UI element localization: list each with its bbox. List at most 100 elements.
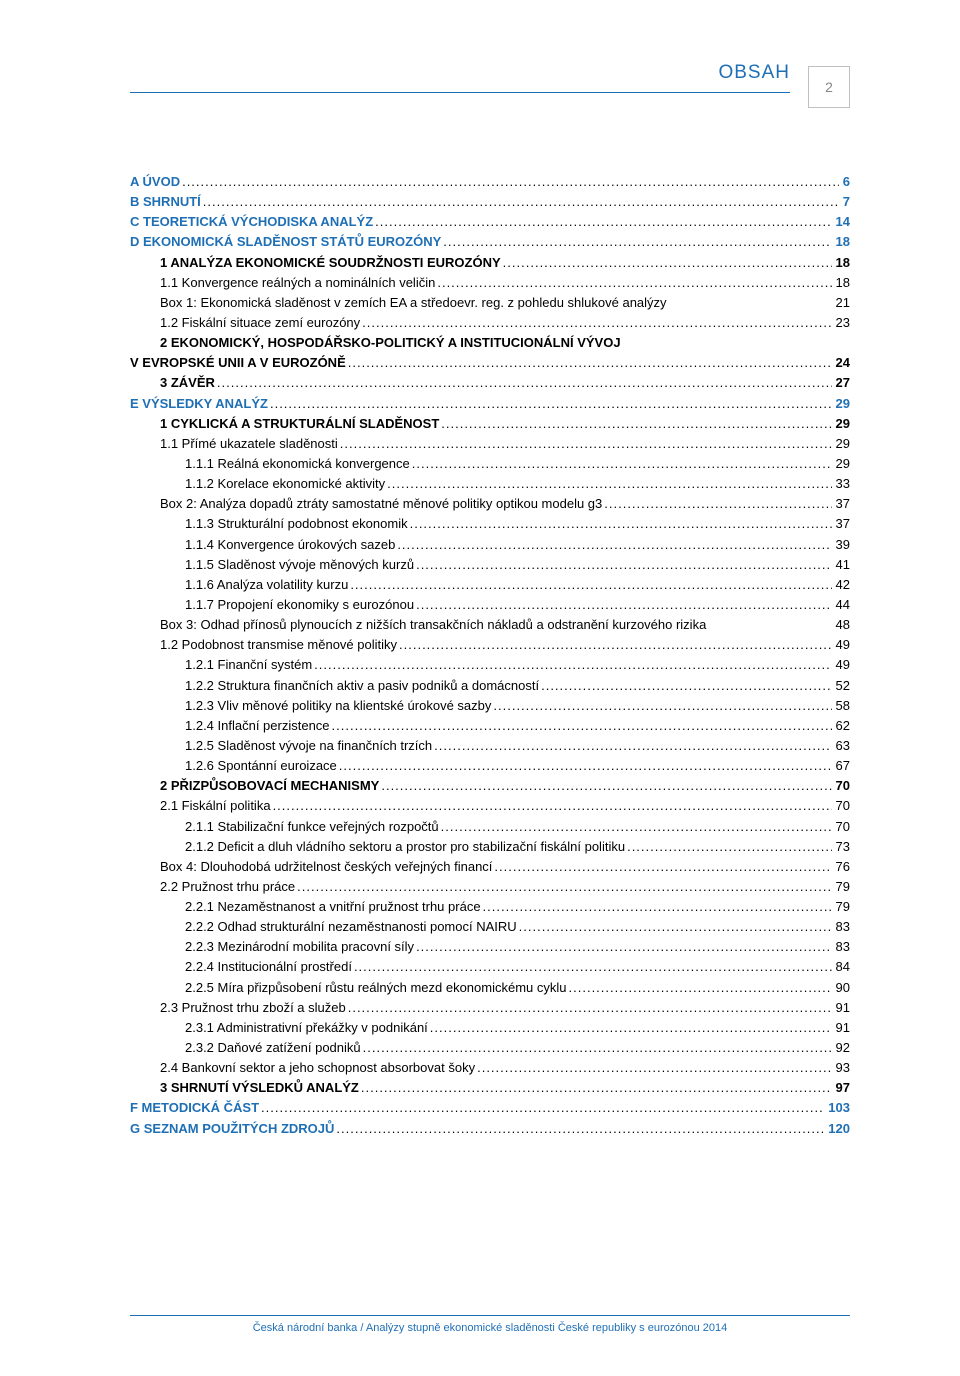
toc-entry[interactable]: 1.1.6 Analýza volatility kurzu42 xyxy=(130,575,850,595)
toc-leader-dots xyxy=(312,655,831,675)
toc-entry[interactable]: 1.1 Konvergence reálných a nominálních v… xyxy=(130,273,850,293)
toc-entry[interactable]: 1.2.6 Spontánní euroizace67 xyxy=(130,756,850,776)
toc-leader-dots xyxy=(410,454,832,474)
toc-entry[interactable]: 1.2.5 Sladěnost vývoje na finančních trz… xyxy=(130,736,850,756)
toc-page-number: 49 xyxy=(832,655,850,675)
toc-entry[interactable]: 1.1 Přímé ukazatele sladěnosti29 xyxy=(130,434,850,454)
toc-page-number: 62 xyxy=(832,716,850,736)
toc-page-number: 39 xyxy=(832,535,850,555)
toc-entry[interactable]: E VÝSLEDKY ANALÝZ29 xyxy=(130,394,850,414)
toc-entry[interactable]: A ÚVOD6 xyxy=(130,172,850,192)
toc-label: 3 SHRNUTÍ VÝSLEDKŮ ANALÝZ xyxy=(160,1078,359,1098)
toc-entry[interactable]: 2 PŘIZPŮSOBOVACÍ MECHANISMY70 xyxy=(130,776,850,796)
toc-label: V EVROPSKÉ UNII A V EUROZÓNĚ xyxy=(130,353,346,373)
toc-entry[interactable]: 1.1.4 Konvergence úrokových sazeb39 xyxy=(130,535,850,555)
toc-entry[interactable]: Box 4: Dlouhodobá udržitelnost českých v… xyxy=(130,857,850,877)
toc-entry[interactable]: 2.2.1 Nezaměstnanost a vnitřní pružnost … xyxy=(130,897,850,917)
toc-label: 2.2.2 Odhad strukturální nezaměstnanosti… xyxy=(185,917,517,937)
toc-label: 1.2 Fiskální situace zemí eurozóny xyxy=(160,313,360,333)
toc-entry[interactable]: 1.1.1 Reálná ekonomická konvergence29 xyxy=(130,454,850,474)
toc-entry[interactable]: D EKONOMICKÁ SLADĚNOST STÁTŮ EUROZÓNY18 xyxy=(130,232,850,252)
toc-leader-dots xyxy=(517,917,832,937)
toc-page-number: 83 xyxy=(832,917,850,937)
toc-entry[interactable]: B SHRNUTÍ7 xyxy=(130,192,850,212)
toc-label: 1.2.5 Sladěnost vývoje na finančních trz… xyxy=(185,736,432,756)
toc-page-number: 70 xyxy=(832,796,850,816)
toc-entry[interactable]: 1.2 Podobnost transmise měnové politiky4… xyxy=(130,635,850,655)
toc-label: F METODICKÁ ČÁST xyxy=(130,1098,259,1118)
toc-page-number: 23 xyxy=(832,313,850,333)
toc-entry[interactable]: 1.2.4 Inflační perzistence62 xyxy=(130,716,850,736)
toc-entry[interactable]: 1.2.3 Vliv měnové politiky na klientské … xyxy=(130,696,850,716)
toc-entry[interactable]: Box 1: Ekonomická sladěnost v zemích EA … xyxy=(130,293,850,313)
toc-leader-dots xyxy=(338,434,832,454)
toc-entry[interactable]: 2.2 Pružnost trhu práce79 xyxy=(130,877,850,897)
toc-leader-dots xyxy=(491,696,831,716)
toc-leader-dots xyxy=(295,877,831,897)
page-header: OBSAH 2 xyxy=(130,62,850,102)
toc-leader-dots xyxy=(414,937,831,957)
page-footer: Česká národní banka / Analýzy stupně eko… xyxy=(130,1315,850,1334)
toc-label: G SEZNAM POUŽITÝCH ZDROJŮ xyxy=(130,1119,334,1139)
toc-entry[interactable]: Box 3: Odhad přínosů plynoucích z nižšíc… xyxy=(130,615,850,635)
toc-entry[interactable]: 1.1.5 Sladěnost vývoje měnových kurzů41 xyxy=(130,555,850,575)
toc-page-number: 21 xyxy=(832,293,850,313)
toc-label: 2.3.2 Daňové zatížení podniků xyxy=(185,1038,361,1058)
toc-entry[interactable]: 2.2.2 Odhad strukturální nezaměstnanosti… xyxy=(130,917,850,937)
toc-leader-dots xyxy=(215,373,832,393)
toc-entry[interactable]: 2 EKONOMICKÝ, HOSPODÁŘSKO-POLITICKÝ A IN… xyxy=(130,333,850,353)
toc-entry[interactable]: 2.2.4 Institucionální prostředí84 xyxy=(130,957,850,977)
toc-entry[interactable]: 3 SHRNUTÍ VÝSLEDKŮ ANALÝZ 97 xyxy=(130,1078,850,1098)
toc-entry[interactable]: 1.2 Fiskální situace zemí eurozóny 23 xyxy=(130,313,850,333)
toc-label: A ÚVOD xyxy=(130,172,180,192)
toc-label: Box 1: Ekonomická sladěnost v zemích EA … xyxy=(160,293,667,313)
toc-label: 2.2.5 Míra přizpůsobení růstu reálných m… xyxy=(185,978,567,998)
toc-entry[interactable]: V EVROPSKÉ UNII A V EUROZÓNĚ24 xyxy=(130,353,850,373)
toc-entry[interactable]: 2.1.1 Stabilizační funkce veřejných rozp… xyxy=(130,817,850,837)
toc-page-number: 93 xyxy=(832,1058,850,1078)
toc-entry[interactable]: 1 ANALÝZA EKONOMICKÉ SOUDRŽNOSTI EUROZÓN… xyxy=(130,253,850,273)
toc-page-number: 29 xyxy=(832,454,850,474)
toc-label: 1.2.2 Struktura finančních aktiv a pasiv… xyxy=(185,676,539,696)
table-of-contents: A ÚVOD6B SHRNUTÍ7C TEORETICKÁ VÝCHODISKA… xyxy=(130,172,850,1139)
toc-entry[interactable]: 2.2.5 Míra přizpůsobení růstu reálných m… xyxy=(130,978,850,998)
toc-page-number: 76 xyxy=(832,857,850,877)
toc-entry[interactable]: Box 2: Analýza dopadů ztráty samostatné … xyxy=(130,494,850,514)
toc-page-number: 97 xyxy=(832,1078,850,1098)
toc-page-number: 41 xyxy=(832,555,850,575)
toc-entry[interactable]: 2.4 Bankovní sektor a jeho schopnost abs… xyxy=(130,1058,850,1078)
toc-leader-dots xyxy=(201,192,839,212)
toc-page-number: 103 xyxy=(824,1098,850,1118)
toc-leader-dots xyxy=(414,595,831,615)
toc-entry[interactable]: 2.2.3 Mezinárodní mobilita pracovní síly… xyxy=(130,937,850,957)
toc-label: 1.2.6 Spontánní euroizace xyxy=(185,756,337,776)
toc-entry[interactable]: 1.1.7 Propojení ekonomiky s eurozónou44 xyxy=(130,595,850,615)
toc-leader-dots xyxy=(268,394,832,414)
toc-leader-dots xyxy=(361,1038,832,1058)
toc-entry[interactable]: 3 ZÁVĚR 27 xyxy=(130,373,850,393)
toc-page-number: 58 xyxy=(832,696,850,716)
toc-entry[interactable]: 1 CYKLICKÁ A STRUKTURÁLNÍ SLADĚNOST29 xyxy=(130,414,850,434)
toc-entry[interactable]: 1.2.2 Struktura finančních aktiv a pasiv… xyxy=(130,676,850,696)
toc-page-number: 27 xyxy=(832,373,850,393)
toc-label: Box 4: Dlouhodobá udržitelnost českých v… xyxy=(160,857,492,877)
toc-page-number: 83 xyxy=(832,937,850,957)
toc-entry[interactable]: 2.3.1 Administrativní překážky v podniká… xyxy=(130,1018,850,1038)
toc-entry[interactable]: 1.1.3 Strukturální podobnost ekonomik37 xyxy=(130,514,850,534)
toc-entry[interactable]: 2.1.2 Deficit a dluh vládního sektoru a … xyxy=(130,837,850,857)
toc-entry[interactable]: 1.1.2 Korelace ekonomické aktivity33 xyxy=(130,474,850,494)
toc-entry[interactable]: 2.1 Fiskální politika70 xyxy=(130,796,850,816)
toc-entry[interactable]: F METODICKÁ ČÁST 103 xyxy=(130,1098,850,1118)
toc-leader-dots xyxy=(625,837,831,857)
toc-entry[interactable]: G SEZNAM POUŽITÝCH ZDROJŮ120 xyxy=(130,1119,850,1139)
toc-entry[interactable]: 1.2.1 Finanční systém49 xyxy=(130,655,850,675)
toc-page-number: 42 xyxy=(832,575,850,595)
toc-leader-dots xyxy=(539,676,831,696)
toc-entry[interactable]: C TEORETICKÁ VÝCHODISKA ANALÝZ14 xyxy=(130,212,850,232)
toc-page-number: 90 xyxy=(832,978,850,998)
toc-label: 3 ZÁVĚR xyxy=(160,373,215,393)
toc-entry[interactable]: 2.3.2 Daňové zatížení podniků92 xyxy=(130,1038,850,1058)
toc-page-number: 70 xyxy=(832,817,850,837)
toc-entry[interactable]: 2.3 Pružnost trhu zboží a služeb91 xyxy=(130,998,850,1018)
toc-page-number: 49 xyxy=(832,635,850,655)
